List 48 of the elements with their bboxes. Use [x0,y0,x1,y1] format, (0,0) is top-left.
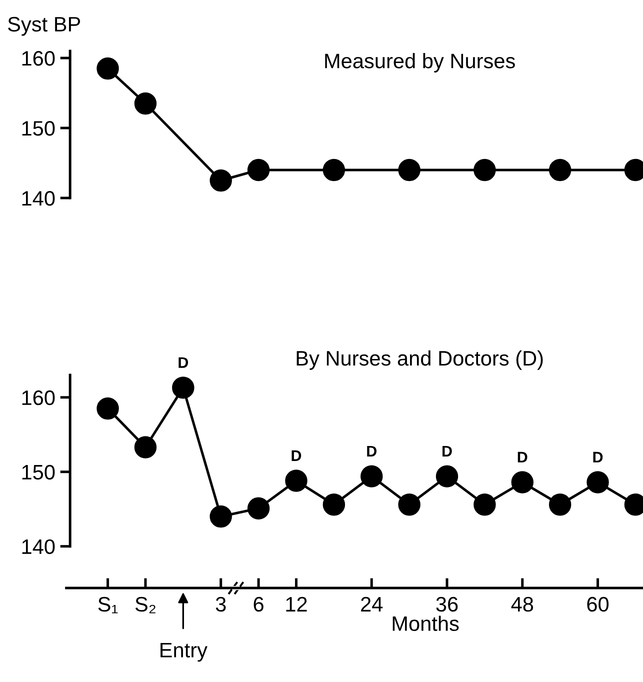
x-tick-label: 3 [216,596,226,612]
x-tick-label: 60 [587,596,609,612]
x-axis-title: Months [392,616,459,632]
data-label: D [442,446,452,456]
chart-title: By Nurses and Doctors (D) [296,350,543,370]
point [548,494,572,516]
point [436,465,458,488]
y-tick-label: 160 [22,390,55,406]
x-tick-label: 24 [361,596,383,612]
x-tick-label: 48 [511,596,534,612]
x-tick-label: 12 [286,596,307,612]
chart-title: Measured by Nurses [325,53,515,72]
x-tick-label: 36 [436,596,458,612]
point [586,471,609,494]
point [210,505,232,528]
y-tick-label: 150 [22,121,55,136]
point [96,57,119,80]
y-tick-label: 160 [22,51,55,66]
point [96,397,119,420]
y-tick-label: 140 [22,539,55,554]
data-label: D [178,357,188,368]
point [398,494,420,516]
data-label: D [593,452,603,462]
data-label: D [367,446,376,456]
y-axis-title: Syst BP [8,16,80,36]
x-tick-label: S₂ [135,596,156,614]
point [247,497,270,520]
text: Entry [160,642,208,662]
point [172,376,194,399]
point [474,158,496,182]
x-tick-label: S₁ [98,596,118,614]
data-label: D [518,452,528,462]
point [247,158,270,182]
point [360,465,383,488]
point [134,92,157,115]
y-tick-label: 140 [22,190,55,206]
point [322,494,346,516]
y-tick-label: 150 [22,464,55,480]
point [474,494,496,516]
point [210,169,232,192]
x-tick-label: 6 [254,596,264,612]
point [398,158,420,182]
point [322,158,346,182]
point [511,471,534,494]
point [285,470,308,492]
point [548,158,572,182]
data-label: D [292,450,302,461]
point [134,436,157,458]
